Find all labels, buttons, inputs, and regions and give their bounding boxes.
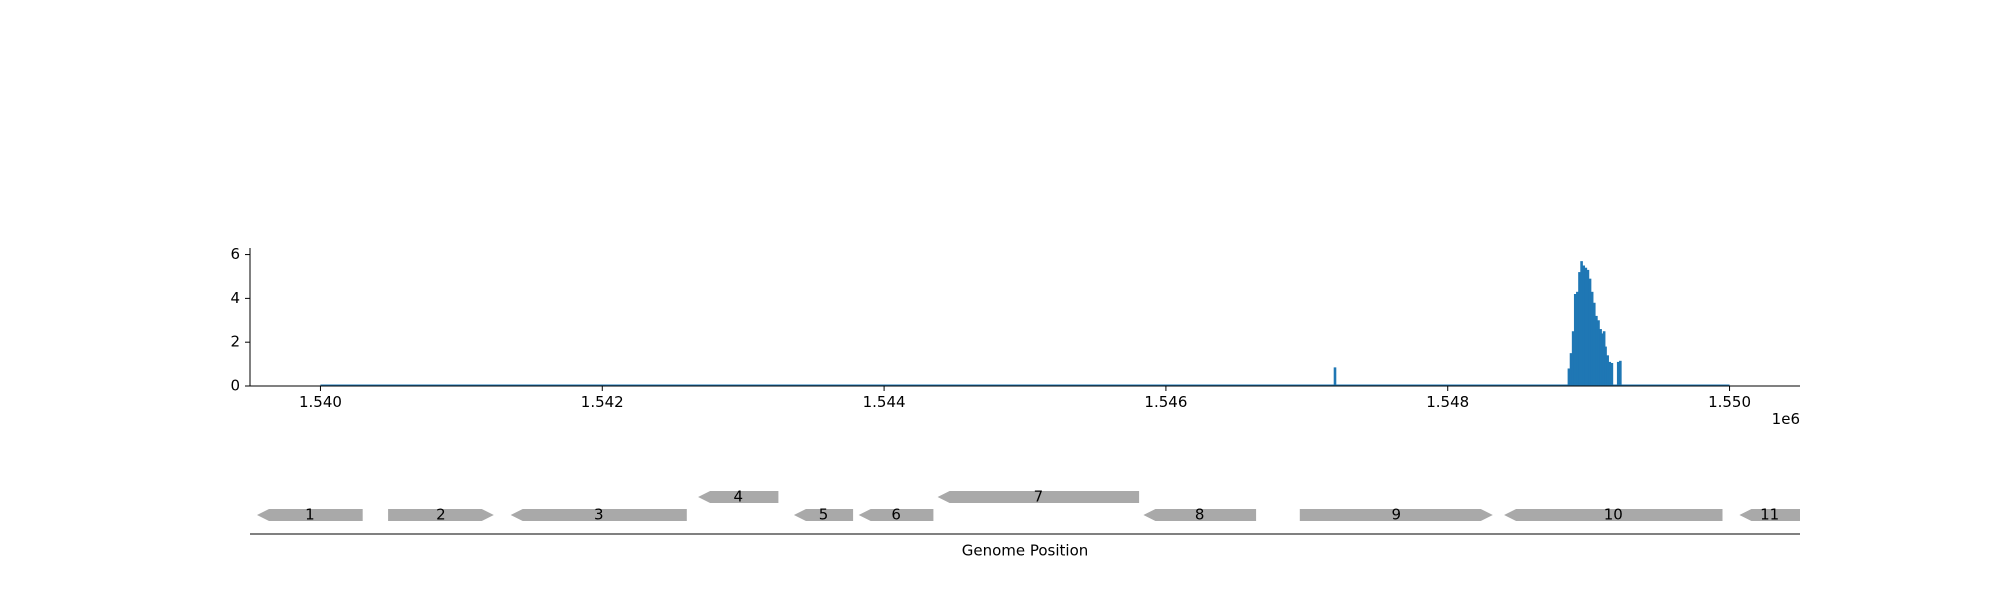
coverage-bar	[1608, 361, 1612, 386]
coverage-bar	[1590, 291, 1594, 386]
gene-label: 5	[819, 506, 829, 524]
gene-arrow	[858, 509, 934, 521]
coverage-bars	[320, 261, 1730, 387]
coverage-bar	[1610, 363, 1614, 386]
x-tick-label: 1.548	[1426, 393, 1469, 411]
gene-arrow	[1504, 509, 1723, 521]
gene-label: 6	[891, 506, 901, 524]
gene-label: 3	[594, 506, 604, 524]
coverage-bar	[1599, 329, 1602, 386]
gene-arrow	[937, 491, 1140, 503]
coverage-bar	[1586, 269, 1590, 386]
coverage-bar	[1601, 333, 1605, 386]
coverage-bar	[1616, 361, 1620, 386]
coverage-bar	[1567, 368, 1571, 386]
coverage-bar	[1582, 265, 1585, 386]
gene-label: 4	[734, 488, 744, 506]
x-ticks: 1.540 1.542 1.544 1.546 1.548 1.550	[299, 386, 1751, 411]
gene-arrow	[1739, 509, 1800, 521]
gene-track: 1 2 3 4 5 6 7 8 9 10 11 Genome Position	[250, 488, 1800, 560]
x-tick-label: 1.544	[863, 393, 906, 411]
y-tick-label: 4	[230, 289, 240, 307]
coverage-bar	[1619, 360, 1622, 386]
coverage-plot: 1.540 1.542 1.544 1.546 1.548 1.550 0 2 4 6 1e6	[230, 245, 1800, 428]
gene-arrow	[1299, 509, 1493, 521]
gene-label: 10	[1604, 506, 1623, 524]
coverage-bar	[1592, 302, 1596, 386]
gene-label: 8	[1195, 506, 1205, 524]
x-tick-label: 1.540	[299, 393, 342, 411]
coverage-bar	[1588, 278, 1592, 386]
coverage-bar	[1569, 353, 1573, 386]
coverage-bar	[1576, 291, 1579, 386]
coverage-bar	[1595, 315, 1598, 386]
gene-label: 7	[1034, 488, 1044, 506]
coverage-bar	[1584, 267, 1588, 386]
gene-label: 9	[1392, 506, 1402, 524]
coverage-bar	[1571, 331, 1575, 386]
y-ticks: 0 2 4 6	[230, 245, 250, 395]
coverage-bar	[1597, 320, 1600, 386]
gene-arrow	[257, 509, 363, 521]
y-tick-label: 2	[230, 333, 240, 351]
gene-label: 1	[305, 506, 315, 524]
coverage-bar	[1580, 261, 1583, 386]
coverage-bar	[1573, 294, 1577, 386]
gene-arrow	[698, 491, 779, 503]
y-tick-label: 6	[230, 245, 240, 263]
genes: 1 2 3 4 5 6 7 8 9 10 11	[257, 488, 1800, 524]
gene-arrow	[1143, 509, 1257, 521]
coverage-bar	[1606, 355, 1609, 386]
gene-arrow	[388, 509, 494, 521]
gene-label: 2	[436, 506, 446, 524]
gene-arrow	[793, 509, 854, 521]
gene-arrow	[510, 509, 687, 521]
track-xlabel: Genome Position	[962, 542, 1089, 560]
x-tick-label: 1.542	[581, 393, 624, 411]
coverage-bar	[1602, 331, 1606, 386]
x-tick-label: 1.546	[1144, 393, 1187, 411]
y-tick-label: 0	[230, 377, 240, 395]
x-offset-label: 1e6	[1772, 410, 1800, 428]
gene-label: 11	[1760, 506, 1779, 524]
x-tick-label: 1.550	[1708, 393, 1751, 411]
coverage-bar	[1333, 367, 1337, 386]
coverage-bar	[1604, 346, 1607, 386]
coverage-bar	[1578, 272, 1581, 386]
